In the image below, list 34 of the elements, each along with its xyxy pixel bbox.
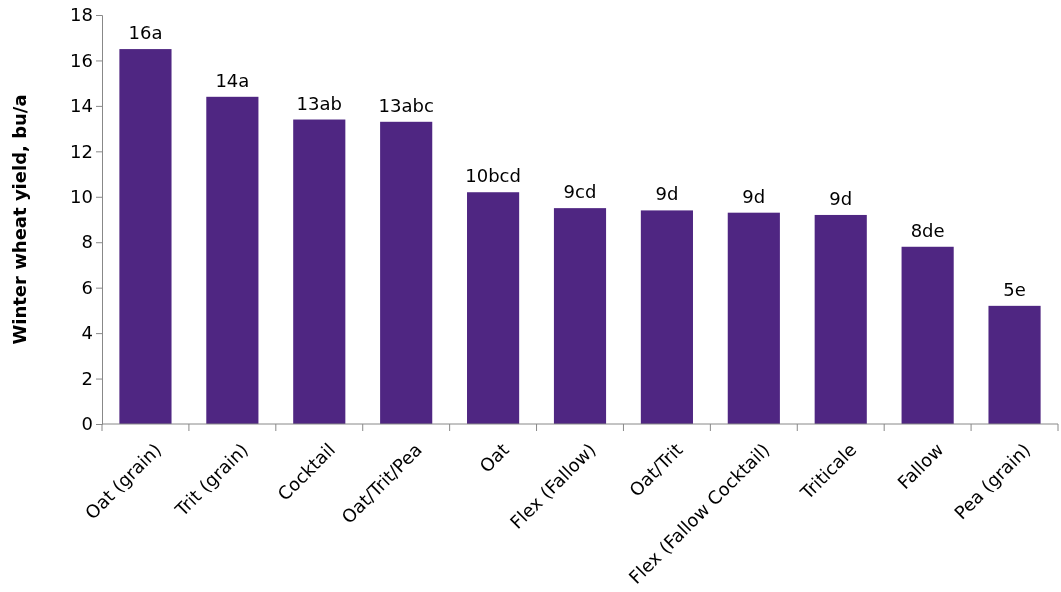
y-tick-label: 18 [70, 4, 93, 26]
data-label: 9d [742, 185, 766, 207]
y-tick-label: 8 [81, 231, 93, 253]
y-tick-label: 4 [81, 322, 93, 344]
bar [640, 210, 693, 424]
data-label: 8de [910, 219, 945, 241]
bar [206, 96, 259, 424]
data-label: 9cd [563, 181, 597, 203]
bar [380, 121, 433, 424]
y-tick-label: 2 [81, 367, 93, 389]
data-label: 10bcd [465, 165, 521, 187]
bar [814, 214, 867, 424]
bar [467, 192, 520, 424]
bar [119, 49, 172, 424]
bar [293, 119, 346, 424]
data-label: 9d [829, 187, 853, 209]
data-label: 5e [1003, 278, 1026, 300]
data-label: 9d [655, 183, 679, 205]
bar [988, 305, 1041, 424]
y-tick-label: 12 [70, 140, 93, 162]
y-tick-label: 14 [70, 95, 93, 117]
y-tick-label: 10 [70, 186, 93, 208]
data-label: 13abc [378, 94, 434, 116]
y-axis-title: Winter wheat yield, bu/a [9, 94, 30, 345]
bar [553, 208, 607, 424]
x-tick-label: Oat [475, 438, 513, 477]
data-label: 14a [215, 69, 250, 91]
data-label: 16a [128, 22, 163, 44]
y-tick-label: 0 [81, 413, 93, 435]
data-label: 13ab [296, 92, 342, 114]
bar [901, 246, 954, 424]
y-tick-label: 16 [70, 49, 93, 71]
bar [727, 212, 780, 424]
y-tick-label: 6 [81, 276, 93, 298]
